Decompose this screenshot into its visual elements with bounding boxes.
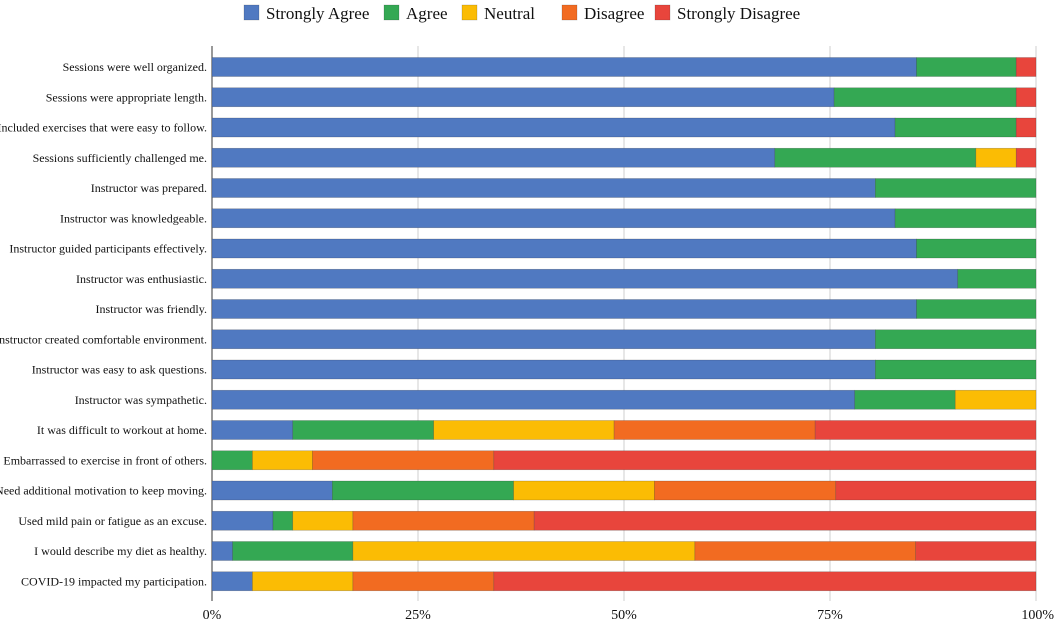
bar-strongly-agree-15 [211, 480, 333, 501]
bar-strongly-agree-17 [211, 541, 233, 561]
category-label-8: Instructor was enthusiastic. [76, 272, 207, 286]
category-label-1: Sessions were well organized. [63, 60, 207, 74]
bar-disagree-15 [654, 480, 837, 501]
x-tick-label-50: 50% [611, 608, 637, 623]
bar-strongly-disagree-17 [915, 541, 1037, 561]
category-label-18: COVID-19 impacted my participation. [21, 574, 207, 588]
bar-neutral-13 [433, 420, 615, 440]
bar-strongly-agree-11 [211, 359, 876, 380]
bar-agree-7 [916, 238, 1037, 259]
bar-strongly-disagree-2 [1015, 87, 1037, 108]
bar-neutral-18 [252, 571, 354, 592]
bar-disagree-17 [694, 541, 916, 561]
category-label-13: It was difficult to workout at home. [37, 423, 207, 437]
bar-agree-6 [894, 208, 1037, 229]
bar-agree-13 [292, 420, 434, 440]
x-tick-label-100: 100% [1021, 608, 1054, 623]
bar-neutral-16 [292, 510, 354, 531]
bar-strongly-disagree-13 [814, 420, 1037, 440]
legend-label-strongly-disagree: Strongly Disagree [677, 4, 800, 23]
legend-swatch-disagree [561, 4, 578, 21]
bar-disagree-18 [352, 571, 495, 592]
category-label-2: Sessions were appropriate length. [46, 90, 207, 104]
bar-strongly-agree-10 [211, 329, 876, 350]
bar-agree-10 [875, 329, 1037, 350]
bar-strongly-agree-18 [211, 571, 253, 592]
x-axis-tick-labels: 0% 25% 50% 75% 100% [203, 608, 1055, 623]
bar-strongly-agree-3 [211, 117, 896, 138]
bar-agree-9 [916, 299, 1037, 319]
bar-agree-16 [272, 510, 294, 531]
bar-agree-3 [894, 117, 1017, 138]
category-label-6: Instructor was knowledgeable. [60, 211, 207, 225]
bar-strongly-disagree-3 [1015, 117, 1037, 138]
bar-strongly-disagree-16 [533, 510, 1037, 531]
bar-strongly-disagree-1 [1015, 57, 1037, 77]
legend-swatch-strongly-disagree [654, 4, 671, 21]
legend-swatch-strongly-agree [243, 4, 260, 21]
category-label-7: Instructor guided participants effective… [9, 242, 207, 256]
bar-strongly-disagree-4 [1015, 147, 1037, 168]
legend-label-disagree: Disagree [584, 4, 644, 23]
bar-strongly-agree-13 [211, 420, 294, 440]
bar-strongly-disagree-15 [835, 480, 1037, 501]
x-tick-label-75: 75% [817, 608, 843, 623]
bar-strongly-agree-8 [211, 268, 959, 289]
bar-strongly-agree-2 [211, 87, 835, 108]
bar-agree-11 [875, 359, 1037, 380]
bar-disagree-14 [312, 450, 495, 471]
legend-label-neutral: Neutral [484, 4, 535, 23]
bar-neutral-12 [954, 389, 1037, 410]
legend-swatch-agree [383, 4, 400, 21]
bar-neutral-4 [975, 147, 1017, 168]
bar-neutral-14 [252, 450, 313, 471]
category-label-9: Instructor was friendly. [95, 302, 207, 316]
gridlines [211, 46, 1037, 601]
bar-agree-4 [774, 147, 977, 168]
bar-agree-2 [833, 87, 1017, 108]
category-label-15: Need additional motivation to keep movin… [0, 484, 207, 498]
bar-agree-14 [211, 450, 253, 471]
bar-strongly-agree-12 [211, 389, 856, 410]
bars [211, 57, 1037, 592]
bar-disagree-13 [613, 420, 816, 440]
bar-agree-5 [875, 178, 1037, 198]
bar-disagree-16 [352, 510, 535, 531]
legend-label-agree: Agree [406, 4, 448, 23]
category-label-16: Used mild pain or fatigue as an excuse. [18, 514, 207, 528]
category-label-4: Sessions sufficiently challenged me. [33, 151, 207, 165]
category-labels: Sessions were well organized. Sessions we… [0, 60, 207, 588]
category-label-11: Instructor was easy to ask questions. [32, 363, 207, 377]
x-tick-label-25: 25% [405, 608, 431, 623]
category-label-14: Embarrassed to exercise in front of othe… [3, 453, 207, 467]
bar-agree-17 [232, 541, 354, 561]
legend-label-strongly-agree: Strongly Agree [266, 4, 369, 23]
bar-strongly-agree-16 [211, 510, 274, 531]
bar-strongly-agree-9 [211, 299, 917, 319]
bar-strongly-disagree-18 [493, 571, 1037, 592]
legend-swatch-neutral [461, 4, 478, 21]
category-label-12: Instructor was sympathetic. [75, 393, 207, 407]
bar-strongly-agree-4 [211, 147, 776, 168]
category-label-3: Included exercises that were easy to fol… [0, 121, 207, 135]
category-label-5: Instructor was prepared. [91, 181, 207, 195]
bar-strongly-disagree-14 [493, 450, 1037, 471]
bar-strongly-agree-6 [211, 208, 896, 229]
bar-strongly-agree-7 [211, 238, 917, 259]
category-label-10: Instructor created comfortable environme… [0, 332, 207, 346]
bar-agree-15 [332, 480, 514, 501]
bar-agree-1 [916, 57, 1017, 77]
bar-agree-8 [957, 268, 1037, 289]
bar-strongly-agree-5 [211, 178, 876, 198]
bar-neutral-17 [352, 541, 696, 561]
bar-agree-12 [854, 389, 956, 410]
bar-strongly-agree-1 [211, 57, 917, 77]
bar-neutral-15 [513, 480, 655, 501]
category-label-17: I would describe my diet as healthy. [34, 544, 207, 558]
x-tick-label-0: 0% [203, 608, 222, 623]
legend: Strongly Agree Agree Neutral Disagree Strong… [243, 4, 800, 23]
